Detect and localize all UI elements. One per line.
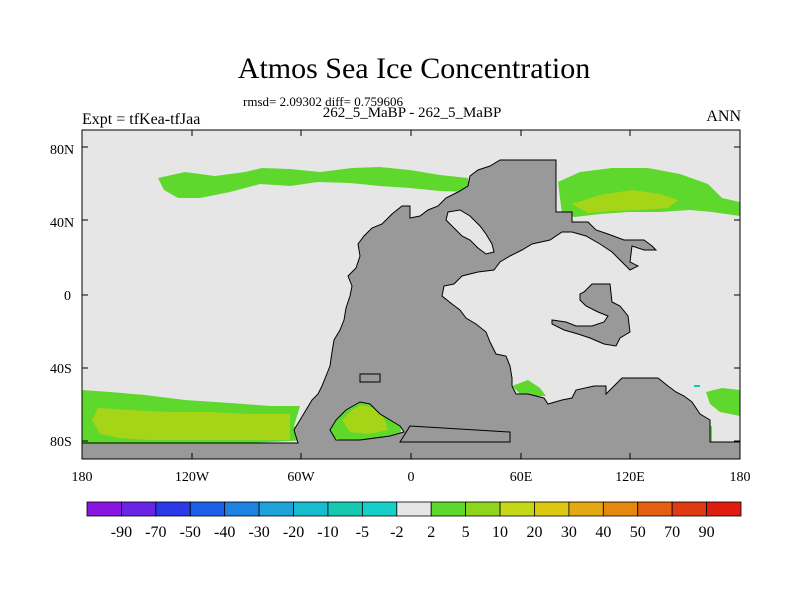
colorbar-swatch <box>706 501 742 517</box>
colorbar-label: -50 <box>180 524 201 541</box>
colorbar-swatch <box>86 501 122 517</box>
colorbar-label: -10 <box>317 524 338 541</box>
ice-contour-north-atlantic-inner <box>572 190 678 213</box>
rmsd-diff-stats: rmsd= 2.09302 diff= 0.759606 <box>243 94 403 109</box>
colorbar-label: 2 <box>427 524 435 541</box>
colorbar-label: 5 <box>462 524 470 541</box>
colorbar-label: 50 <box>630 524 646 541</box>
colorbar-label: 20 <box>526 524 542 541</box>
colorbar-labels: -90 -70 -50 -40 -30 -20 -10 -5 -2 2 5 10 20 30 40 50 70 9… <box>111 524 715 541</box>
y-tick-label: 80N <box>50 143 74 158</box>
colorbar-swatch <box>568 501 604 517</box>
colorbar-label: -70 <box>145 524 166 541</box>
x-tick-label: 60W <box>287 470 315 485</box>
y-tick-label: 0 <box>64 289 71 304</box>
colorbar-boxes <box>86 501 742 517</box>
ice-contour-southern-ocean <box>512 380 546 396</box>
colorbar-swatch <box>499 501 535 517</box>
x-tick-label: 120W <box>175 470 210 485</box>
colorbar-swatch <box>602 501 639 517</box>
colorbar-label: -2 <box>390 524 403 541</box>
land-east-island <box>551 283 631 347</box>
colorbar-swatch <box>534 501 570 517</box>
x-tick-label: 180 <box>730 470 751 485</box>
colorbar-swatch <box>293 501 329 517</box>
x-tick-label: 60E <box>510 470 533 485</box>
experiment-label: Expt = tfKea-tfJaa <box>82 111 201 128</box>
y-tick-label: 40S <box>50 362 72 377</box>
ice-contour-north-pacific <box>158 167 470 198</box>
ice-contours <box>82 167 740 445</box>
colorbar-swatch <box>121 501 157 517</box>
colorbar-label: -30 <box>248 524 269 541</box>
ice-contour-weddell-inner <box>342 405 388 434</box>
ice-contour-cyan-patch-2 <box>694 385 700 387</box>
colorbar-label: 90 <box>699 524 715 541</box>
colorbar-swatch <box>327 501 363 517</box>
colorbar: -90 -70 -50 -40 -30 -20 -10 -5 -2 2 5 10 20 30 40 50 70 9… <box>86 501 742 541</box>
colorbar-swatch <box>637 501 673 517</box>
colorbar-label: -90 <box>111 524 132 541</box>
colorbar-label: 30 <box>561 524 577 541</box>
colorbar-swatch <box>361 501 398 517</box>
x-tick-label: 0 <box>408 470 415 485</box>
y-tick-label: 40N <box>50 216 74 231</box>
colorbar-label: -20 <box>283 524 304 541</box>
axis-ticks <box>81 130 741 459</box>
colorbar-swatch <box>224 501 260 517</box>
colorbar-swatch <box>396 501 432 517</box>
x-tick-label: 180 <box>72 470 93 485</box>
y-tick-label: 80S <box>50 435 72 450</box>
colorbar-label: 10 <box>492 524 508 541</box>
colorbar-label: 70 <box>664 524 680 541</box>
colorbar-swatch <box>189 501 226 517</box>
land-main-continent <box>81 159 741 460</box>
colorbar-swatch <box>430 501 467 517</box>
ice-contour-south-pacific-inner <box>92 408 290 440</box>
colorbar-label: -40 <box>214 524 235 541</box>
colorbar-swatch <box>155 501 191 517</box>
x-tick-label: 120E <box>615 470 645 485</box>
colorbar-label: 40 <box>595 524 611 541</box>
colorbar-label: -5 <box>356 524 369 541</box>
land-masses <box>81 159 741 460</box>
colorbar-swatch <box>258 501 294 517</box>
ice-contour-east-pacific <box>706 388 740 416</box>
plot-title: Atmos Sea Ice Concentration <box>237 52 591 85</box>
plot-subtitle: 262_5_MaBP - 262_5_MaBP <box>322 105 502 121</box>
colorbar-swatch <box>671 501 707 517</box>
season-label: ANN <box>706 108 741 125</box>
land-gulf-island <box>445 209 495 255</box>
colorbar-swatch <box>465 501 501 517</box>
